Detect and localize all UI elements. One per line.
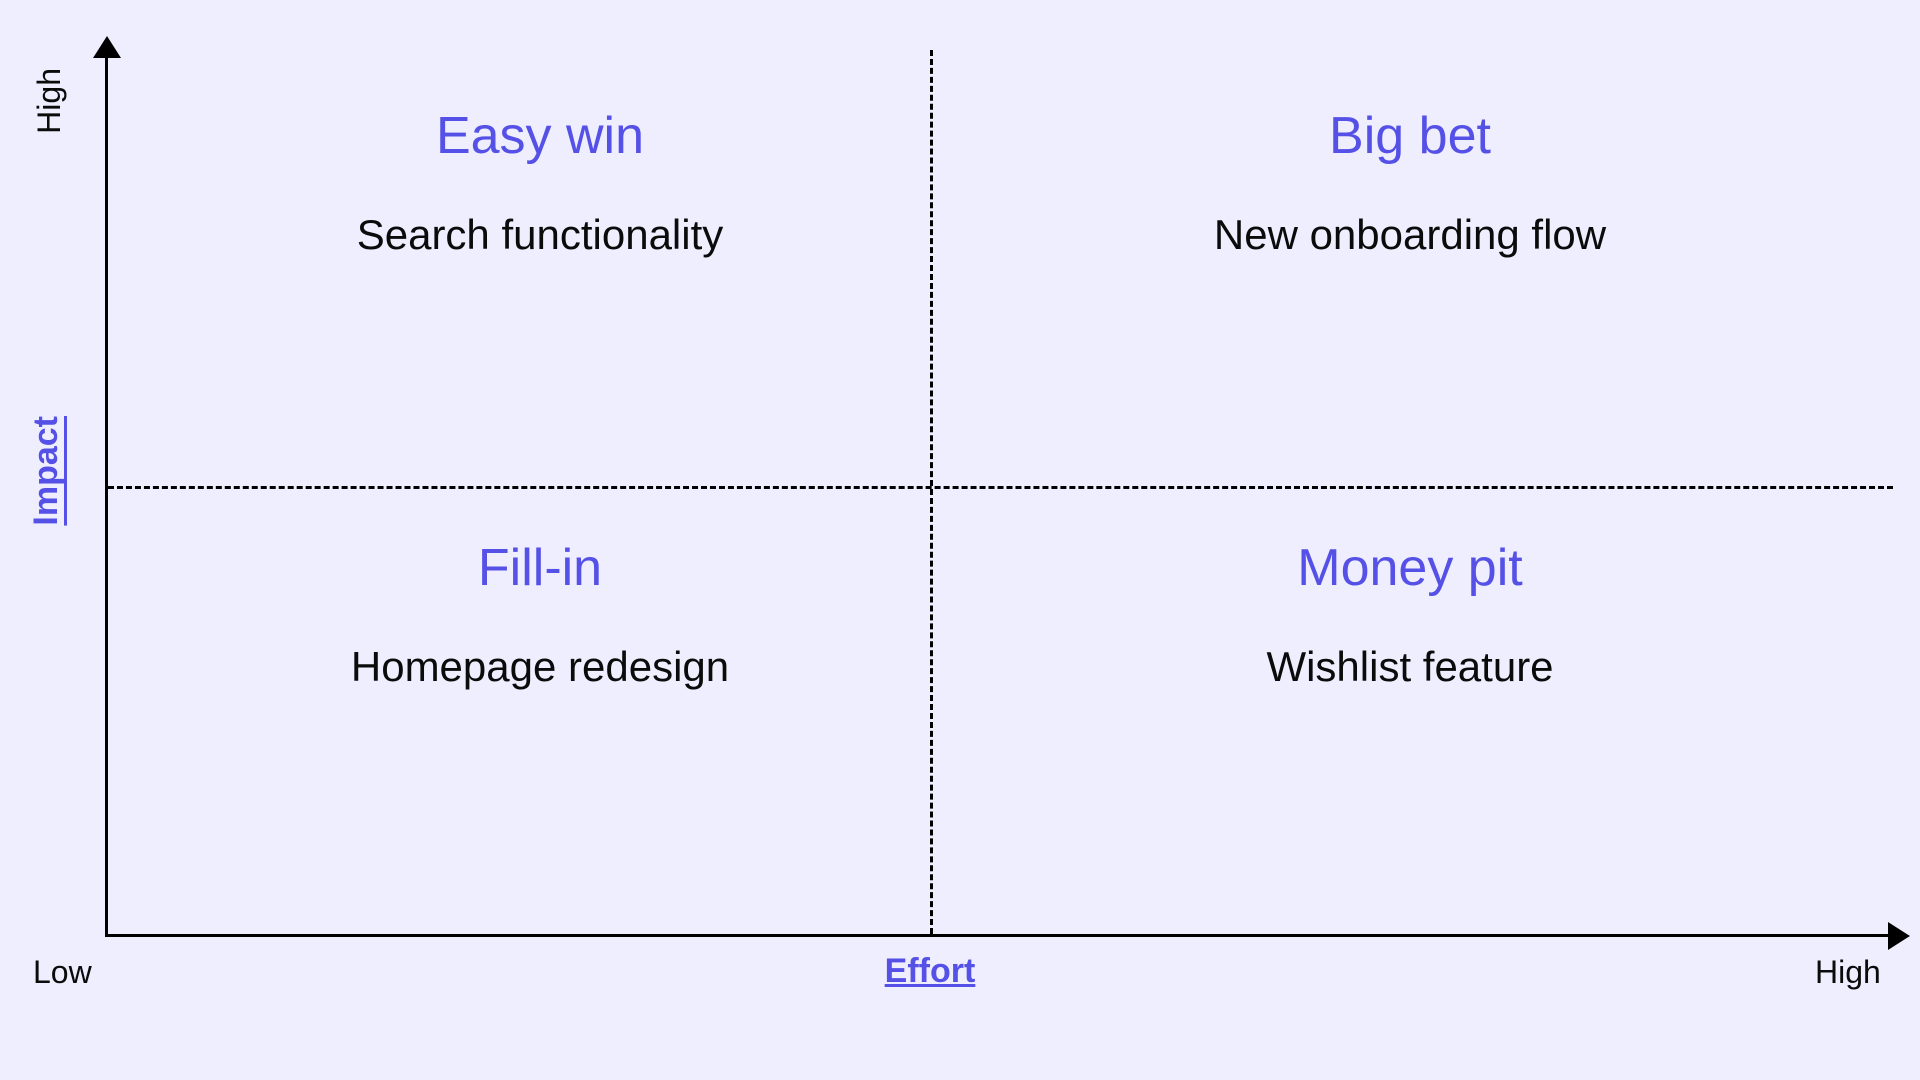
quadrant-canvas: Easy win Search functionality Big bet Ne…	[0, 0, 1920, 1080]
quadrant-top-right: Big bet New onboarding flow	[1150, 108, 1670, 264]
x-axis-label: Effort	[730, 952, 1130, 991]
quadrant-title: Fill-in	[478, 540, 602, 597]
x-axis-line	[105, 934, 1890, 937]
y-axis-arrowhead-icon	[93, 36, 121, 58]
x-axis-low-label: Low	[33, 954, 92, 991]
quadrant-item: New onboarding flow	[1214, 207, 1606, 264]
y-axis-label: Impact	[27, 416, 66, 526]
quadrant-item: Homepage redesign	[351, 639, 729, 696]
y-axis-line	[105, 50, 108, 937]
quadrant-title: Money pit	[1297, 540, 1522, 597]
quadrant-bottom-left: Fill-in Homepage redesign	[280, 540, 800, 696]
vertical-divider	[930, 50, 933, 934]
y-axis-high-label: High	[31, 68, 68, 134]
x-axis-arrowhead-icon	[1888, 922, 1910, 950]
quadrant-top-left: Easy win Search functionality	[280, 108, 800, 264]
quadrant-item: Wishlist feature	[1266, 639, 1553, 696]
quadrant-bottom-right: Money pit Wishlist feature	[1150, 540, 1670, 696]
quadrant-title: Easy win	[436, 108, 644, 165]
horizontal-divider	[108, 486, 1893, 489]
quadrant-item: Search functionality	[357, 207, 724, 264]
x-axis-high-label: High	[1815, 954, 1881, 991]
quadrant-title: Big bet	[1329, 108, 1491, 165]
